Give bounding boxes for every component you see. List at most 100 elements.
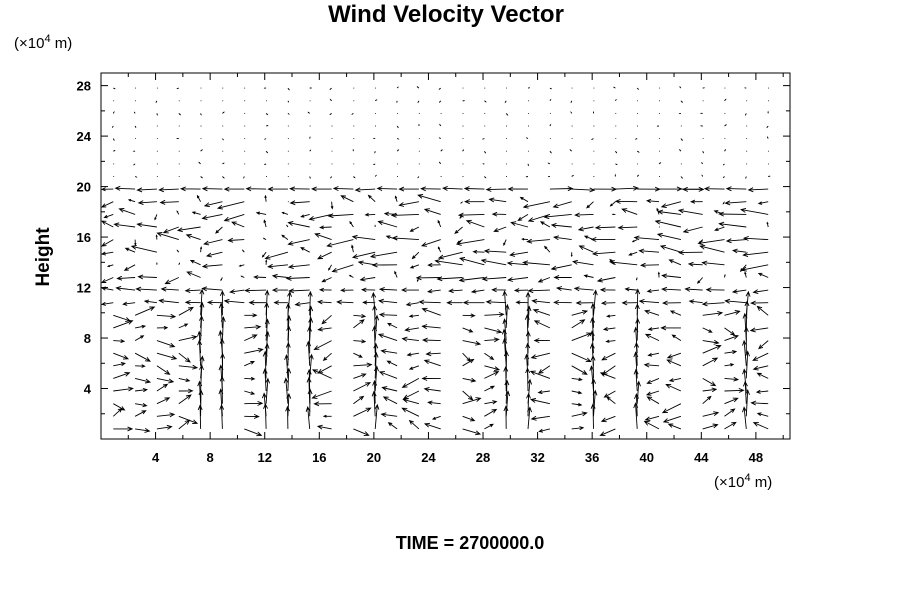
wind-vector <box>739 207 769 215</box>
wind-vector <box>287 100 289 103</box>
wind-vector <box>702 357 719 367</box>
wind-vector <box>658 186 683 192</box>
wind-vector <box>574 212 594 218</box>
wind-vector <box>263 163 267 165</box>
wind-vector <box>613 86 616 89</box>
wind-vector <box>484 150 487 154</box>
wind-vector <box>608 259 638 266</box>
wind-vector <box>196 194 201 202</box>
wind-vector <box>248 300 267 306</box>
wind-vector <box>294 301 310 307</box>
wind-vector <box>552 201 572 209</box>
wind-vector <box>176 87 179 90</box>
wind-vector <box>749 327 769 333</box>
wind-vector <box>137 200 157 206</box>
wind-vector <box>484 312 505 317</box>
wind-vector <box>372 163 376 166</box>
wind-vector <box>458 277 485 283</box>
wind-vector <box>267 186 288 192</box>
wind-vector <box>423 208 441 215</box>
x-tick-label: 24 <box>421 450 436 465</box>
wind-vector <box>113 386 134 392</box>
x-tick-label: 20 <box>367 450 381 465</box>
wind-vector <box>592 289 598 316</box>
wind-vector <box>527 163 529 167</box>
y-tick-label: 12 <box>77 281 91 296</box>
wind-vector <box>201 213 223 220</box>
wind-vector <box>220 277 223 282</box>
y-axis-label: Height <box>33 227 54 287</box>
wind-vector <box>351 251 376 259</box>
wind-vector <box>690 199 703 204</box>
wind-vector <box>503 365 509 392</box>
wind-vector <box>398 186 419 192</box>
wind-vector <box>731 289 747 294</box>
wind-vector <box>696 277 704 284</box>
wind-vector <box>569 149 573 152</box>
wind-vector <box>135 403 148 408</box>
wind-vector <box>201 263 223 269</box>
wind-vector <box>543 213 572 220</box>
wind-vector <box>176 226 201 233</box>
wind-vector <box>186 271 201 278</box>
wind-vector <box>134 111 136 114</box>
wind-vector <box>570 252 573 258</box>
wind-vector <box>745 113 747 116</box>
wind-vector <box>309 149 312 152</box>
wind-vector <box>571 426 585 431</box>
wind-vector <box>178 306 194 316</box>
wind-vector <box>702 378 717 387</box>
wind-vector <box>360 287 376 293</box>
wind-vector <box>705 287 725 293</box>
wind-vector <box>573 286 594 292</box>
wind-vector <box>537 390 550 395</box>
x-tick-label: 44 <box>694 450 709 465</box>
wind-vector <box>666 352 682 359</box>
y-unit-base: (×10 <box>14 35 44 52</box>
time-annotation: TIME = 2700000.0 <box>396 533 545 553</box>
wind-vector <box>485 299 507 305</box>
y-tick-label: 20 <box>77 180 91 195</box>
wind-vector <box>401 336 419 342</box>
wind-vector <box>462 358 475 367</box>
wind-vector <box>408 419 420 430</box>
wind-vector <box>448 288 463 294</box>
wind-vector <box>678 250 703 256</box>
y-unit-exponent: 4 <box>44 33 50 45</box>
wind-vector <box>112 138 115 142</box>
wind-vector <box>223 186 245 192</box>
wind-vector <box>402 390 420 400</box>
wind-vector <box>329 87 332 91</box>
wind-vector <box>660 201 682 209</box>
wind-vector <box>631 239 638 243</box>
wind-vector <box>134 352 151 362</box>
wind-vector <box>184 288 201 294</box>
wind-vector <box>199 301 205 328</box>
wind-vector <box>329 113 332 116</box>
wind-vector <box>718 211 747 217</box>
wind-vector <box>185 234 201 241</box>
wind-vector <box>590 138 594 140</box>
wind-vector <box>178 377 191 383</box>
wind-vector <box>462 327 474 333</box>
wind-vector <box>127 199 136 203</box>
wind-vector <box>539 221 551 228</box>
wind-vector <box>724 376 740 382</box>
wind-vector <box>244 390 256 395</box>
wind-vector <box>431 415 441 420</box>
wind-vector <box>550 264 572 271</box>
wind-vector <box>484 371 500 379</box>
wind-vector <box>484 100 487 103</box>
vector-field <box>100 86 771 437</box>
wind-vector <box>506 277 529 282</box>
wind-vector <box>262 237 267 240</box>
wind-vector <box>537 365 551 374</box>
wind-vector <box>313 401 332 407</box>
wind-vector <box>644 333 660 342</box>
wind-vector <box>371 262 398 268</box>
wind-vector <box>164 277 179 285</box>
wind-vector <box>702 423 719 430</box>
wind-vector <box>594 225 616 231</box>
wind-vector <box>637 186 661 192</box>
wind-vector <box>285 405 291 429</box>
